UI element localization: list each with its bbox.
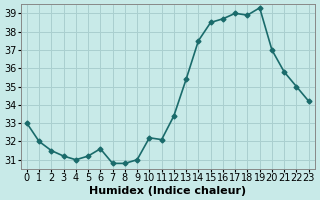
X-axis label: Humidex (Indice chaleur): Humidex (Indice chaleur) bbox=[89, 186, 246, 196]
